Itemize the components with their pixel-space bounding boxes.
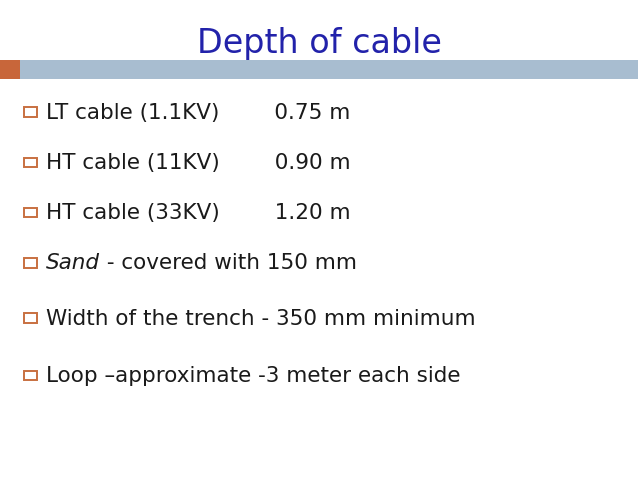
Text: Depth of cable: Depth of cable <box>197 27 441 59</box>
Text: LT cable (1.1KV)        0.75 m: LT cable (1.1KV) 0.75 m <box>46 103 350 123</box>
Text: Width of the trench - 350 mm minimum: Width of the trench - 350 mm minimum <box>46 308 475 329</box>
Bar <box>24 208 37 217</box>
Text: Sand: Sand <box>46 253 100 274</box>
Bar <box>24 313 37 323</box>
Text: Loop –approximate -3 meter each side: Loop –approximate -3 meter each side <box>46 366 461 386</box>
Bar <box>20 60 638 79</box>
Text: HT cable (33KV)        1.20 m: HT cable (33KV) 1.20 m <box>46 203 350 223</box>
Bar <box>0 60 20 79</box>
Text: HT cable (11KV)        0.90 m: HT cable (11KV) 0.90 m <box>46 153 350 173</box>
Bar <box>24 158 37 167</box>
Bar <box>24 258 37 268</box>
Bar <box>24 107 37 117</box>
Bar <box>24 371 37 380</box>
Text: - covered with 150 mm: - covered with 150 mm <box>100 253 357 274</box>
